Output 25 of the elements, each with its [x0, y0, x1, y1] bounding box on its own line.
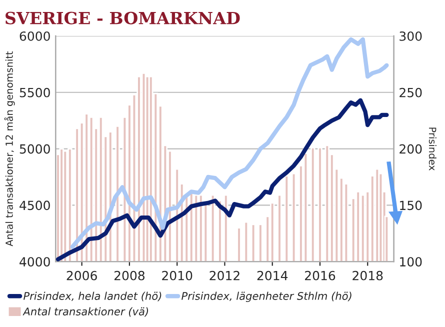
x-tick-label: 2006	[66, 270, 97, 280]
y2-tick-label: 200	[400, 144, 422, 154]
y2-axis-title: Prisindex	[428, 128, 436, 170]
y-tick-label: 4500	[20, 200, 50, 210]
y2-tick-label: 150	[400, 200, 422, 210]
x-tick-label: 2016	[305, 270, 336, 280]
y-tick-label: 6000	[20, 31, 50, 41]
y-tick-label: 5000	[20, 144, 50, 154]
y-tick-label: 5500	[20, 88, 50, 98]
chart-title: SVERIGE - BOMARKNAD	[6, 12, 240, 24]
y2-tick-label: 100	[400, 257, 422, 267]
x-tick-label: 2010	[162, 270, 192, 280]
line-series	[56, 98, 389, 262]
y2-tick-label: 250	[400, 88, 422, 98]
y2-tick-label: 300	[400, 31, 422, 41]
x-tick-label: 2014	[257, 270, 288, 280]
legend-label: Prisindex, hela landet (hö)	[24, 292, 162, 302]
x-tick-label: 2018	[352, 270, 383, 280]
y-tick-label: 4000	[20, 257, 50, 267]
legend-label: Prisindex, lägenheter Sthlm (hö)	[182, 292, 352, 302]
line-series	[70, 37, 389, 250]
x-tick-label: 2008	[114, 270, 145, 280]
legend-label: Antal transaktioner (vä)	[22, 307, 148, 317]
y-axis-title: Antal transaktioner, 12 mån genomsnitt	[4, 51, 15, 246]
x-tick-label: 2012	[210, 270, 240, 280]
